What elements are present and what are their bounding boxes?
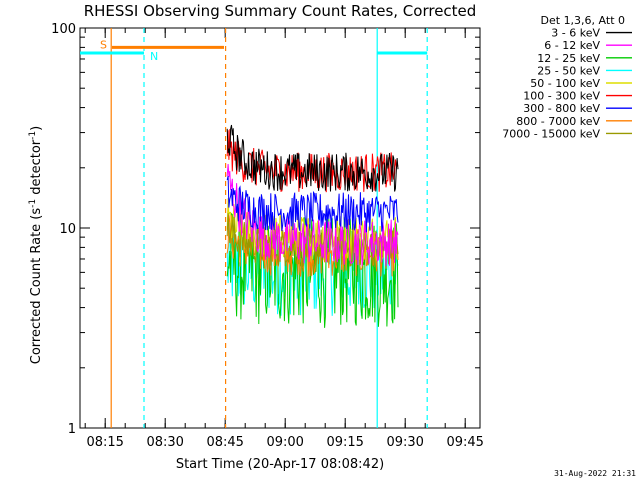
legend-label: 50 - 100 keV (530, 77, 600, 90)
legend-label: 7000 - 15000 keV (502, 127, 600, 140)
chart-title: RHESSI Observing Summary Count Rates, Co… (84, 2, 477, 20)
x-tick-label: 09:15 (326, 435, 363, 450)
y-tick-label: 100 (51, 22, 76, 37)
legend-label: 100 - 300 keV (523, 90, 600, 103)
y-axis-label: Corrected Count Rate (s-1 detector-1) (28, 126, 44, 364)
series-line-1 (226, 163, 399, 266)
legend-label: 12 - 25 keV (537, 52, 600, 65)
saa-flag-label: S (100, 38, 107, 51)
series-line-0 (226, 124, 399, 192)
series-line-6 (226, 175, 399, 233)
y-tick-label: 10 (59, 222, 76, 237)
y-axis-label-sup2: -1 (28, 131, 38, 140)
x-tick-label: 08:15 (86, 435, 123, 450)
legend-title: Det 1,3,6, Att 0 (541, 14, 625, 27)
legend-label: 3 - 6 keV (551, 27, 600, 40)
legend-label: 300 - 800 keV (523, 102, 600, 115)
x-tick-label: 08:45 (206, 435, 243, 450)
footer-timestamp: 31-Aug-2022 21:31 (554, 469, 636, 478)
x-tick-label: 09:00 (266, 435, 303, 450)
y-axis-label-end: ) (29, 126, 44, 131)
x-tick-label: 09:45 (446, 435, 483, 450)
x-tick-label: 09:30 (386, 435, 423, 450)
y-axis-label-main: Corrected Count Rate (s (29, 208, 44, 365)
y-axis-label-sup: -1 (28, 199, 38, 208)
x-tick-label: 08:30 (146, 435, 183, 450)
y-tick-label: 1 (68, 422, 76, 437)
x-axis-label: Start Time (20-Apr-17 08:08:42) (176, 457, 384, 472)
plot-area: 1 10 100 08:15 08:30 08:45 09:00 09:15 09:30 09:4… (51, 22, 484, 450)
legend-label: 6 - 12 keV (544, 39, 600, 52)
legend-label: 800 - 7000 keV (516, 115, 600, 128)
legend-label: 25 - 50 keV (537, 64, 600, 77)
y-axis-label-mid: detector (29, 139, 44, 199)
night-flag-label: N (150, 50, 158, 63)
